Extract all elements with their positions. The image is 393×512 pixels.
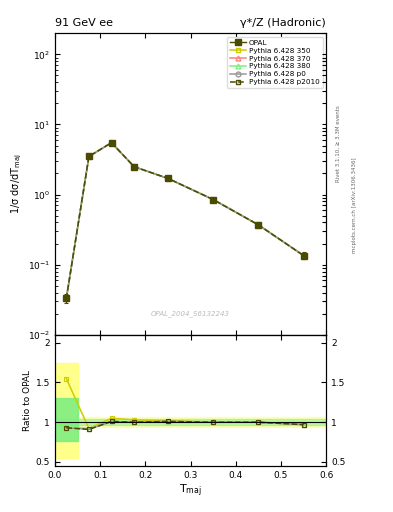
Y-axis label: Ratio to OPAL: Ratio to OPAL — [23, 370, 31, 431]
Text: mcplots.cern.ch [arXiv:1306.3436]: mcplots.cern.ch [arXiv:1306.3436] — [352, 157, 357, 252]
Legend: OPAL, Pythia 6.428 350, Pythia 6.428 370, Pythia 6.428 380, Pythia 6.428 p0, Pyt: OPAL, Pythia 6.428 350, Pythia 6.428 370… — [227, 37, 323, 88]
Y-axis label: 1/σ dσ/dT$_\mathrm{maj}$: 1/σ dσ/dT$_\mathrm{maj}$ — [9, 154, 24, 215]
Text: OPAL_2004_S6132243: OPAL_2004_S6132243 — [151, 310, 230, 317]
Text: Rivet 3.1.10, ≥ 3.3M events: Rivet 3.1.10, ≥ 3.3M events — [336, 105, 341, 182]
Text: 91 GeV ee: 91 GeV ee — [55, 18, 113, 28]
X-axis label: T$_\mathrm{maj}$: T$_\mathrm{maj}$ — [179, 482, 202, 499]
Text: γ*/Z (Hadronic): γ*/Z (Hadronic) — [241, 18, 326, 28]
